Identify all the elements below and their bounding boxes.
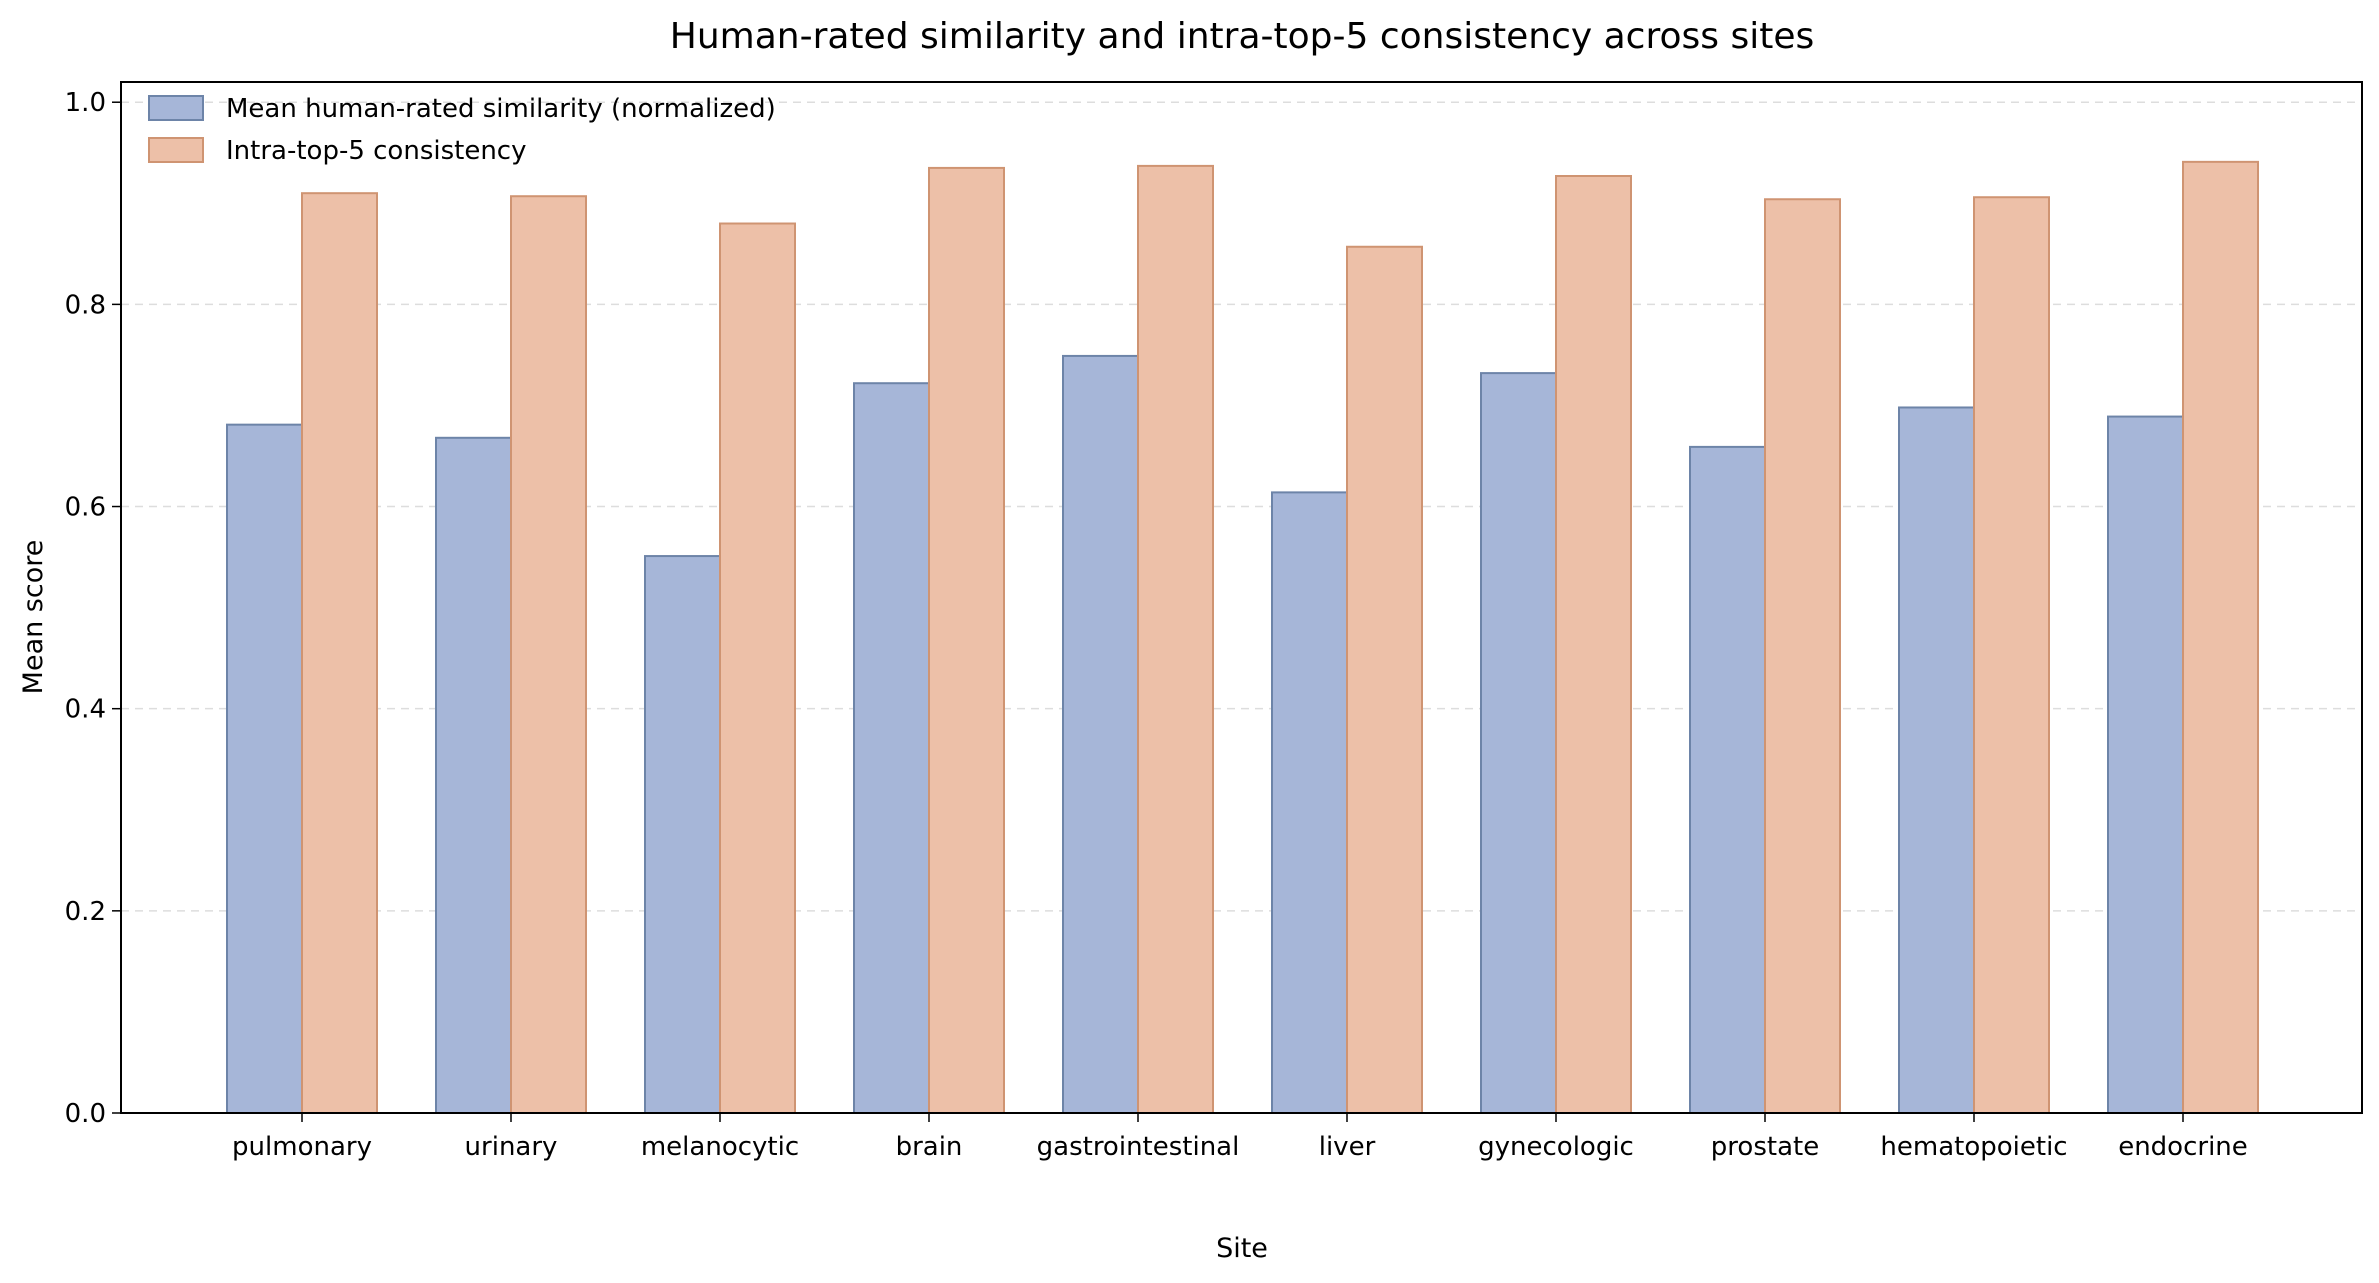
bar-consistency: [1555, 175, 1632, 1115]
y-tick-label: 0.0: [65, 1099, 106, 1129]
bar-consistency: [928, 166, 1005, 1114]
y-tick-label: 0.2: [65, 897, 106, 927]
x-tick-label: gastrointestinal: [1037, 1132, 1240, 1162]
x-axis-label: Site: [1216, 1233, 1268, 1264]
legend-label: Intra-top-5 consistency: [226, 136, 527, 166]
bar-similarity: [226, 423, 303, 1114]
bar-consistency: [1764, 198, 1841, 1114]
legend: Mean human-rated similarity (normalized)…: [148, 94, 776, 166]
bar-similarity: [1062, 354, 1139, 1114]
bar-similarity: [435, 436, 512, 1114]
bars: [226, 160, 2259, 1115]
bar-similarity: [853, 382, 930, 1114]
x-tick-label: pulmonary: [232, 1132, 372, 1162]
x-tick-label: urinary: [465, 1132, 558, 1162]
bar-similarity: [644, 555, 721, 1114]
bar-similarity: [1271, 491, 1348, 1114]
y-tick-label: 1.0: [65, 88, 106, 118]
x-axis: pulmonary urinary melanocytic brain gastroin…: [232, 1113, 2248, 1162]
bar-similarity: [1689, 445, 1766, 1114]
x-tick-label: brain: [896, 1132, 963, 1162]
legend-label: Mean human-rated similarity (normalized): [226, 94, 776, 124]
x-tick-label: endocrine: [2118, 1132, 2248, 1162]
x-tick-label: prostate: [1711, 1132, 1819, 1162]
x-tick-label: melanocytic: [641, 1132, 799, 1162]
bar-consistency: [301, 192, 378, 1114]
bar-consistency: [1346, 245, 1423, 1114]
bar-similarity: [2107, 415, 2184, 1115]
bar-similarity: [1898, 406, 1975, 1114]
bar-consistency: [510, 195, 587, 1114]
y-tick-label: 0.4: [65, 695, 106, 725]
legend-swatch: [148, 137, 204, 163]
x-tick-label: hematopoietic: [1880, 1132, 2067, 1162]
y-axis: 0.0 0.2 0.4 0.6 0.8 1.0: [65, 88, 121, 1129]
bar-consistency: [1973, 196, 2050, 1114]
x-tick-label: gynecologic: [1478, 1132, 1634, 1162]
legend-swatch: [148, 95, 204, 121]
bar-consistency: [1137, 164, 1214, 1115]
plot-frame: [120, 81, 2363, 1114]
y-tick-label: 0.6: [65, 493, 106, 523]
x-tick-label: liver: [1319, 1132, 1376, 1162]
y-tick-label: 0.8: [65, 290, 106, 320]
chart-title: Human-rated similarity and intra-top-5 c…: [670, 16, 1814, 57]
bar-consistency: [2182, 160, 2259, 1114]
y-axis-label: Mean score: [18, 540, 49, 695]
bar-similarity: [1480, 372, 1557, 1114]
bar-consistency: [719, 222, 796, 1114]
